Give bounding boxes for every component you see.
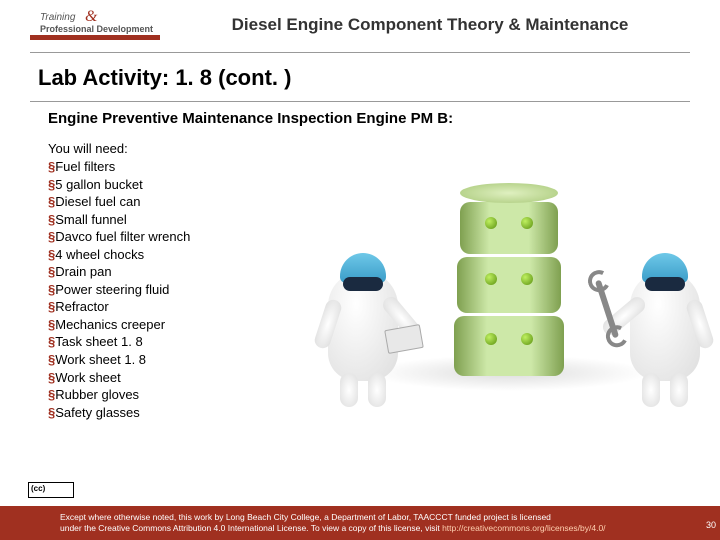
lights-row-1 bbox=[485, 333, 533, 345]
worker-right bbox=[630, 271, 700, 381]
license-link[interactable]: http://creativecommons.org/licenses/by/4… bbox=[442, 523, 605, 533]
list-item: Refractor bbox=[48, 298, 328, 316]
lights-row-3 bbox=[485, 217, 533, 229]
logo-line1: Training bbox=[40, 12, 75, 23]
logo-line2: Professional Development bbox=[40, 24, 153, 34]
cc-badge: (cc) bbox=[28, 482, 74, 498]
list-item: Drain pan bbox=[48, 263, 328, 281]
list-item: Mechanics creeper bbox=[48, 316, 328, 334]
list-item: Small funnel bbox=[48, 211, 328, 229]
need-label: You will need: bbox=[48, 141, 328, 156]
goggles-icon bbox=[645, 277, 685, 291]
list-item: Diesel fuel can bbox=[48, 193, 328, 211]
goggles-icon bbox=[343, 277, 383, 291]
materials-list: You will need: Fuel filters5 gallon buck… bbox=[48, 141, 328, 421]
footer: Except where otherwise noted, this work … bbox=[0, 506, 720, 540]
list-item: Work sheet bbox=[48, 369, 328, 387]
list-item: Power steering fluid bbox=[48, 281, 328, 299]
page-number: 30 bbox=[706, 520, 716, 532]
course-title: Diesel Engine Component Theory & Mainten… bbox=[170, 15, 690, 35]
worker-left bbox=[328, 271, 398, 381]
subtitle: Engine Preventive Maintenance Inspection… bbox=[0, 102, 720, 141]
footer-line2: under the Creative Commons Attribution 4… bbox=[60, 523, 690, 534]
content-area: You will need: Fuel filters5 gallon buck… bbox=[0, 141, 720, 421]
server-top bbox=[460, 183, 558, 203]
lights-row-2 bbox=[485, 273, 533, 285]
laptop-icon bbox=[384, 324, 424, 354]
header: Training & Professional Development Dies… bbox=[0, 0, 720, 48]
list-item: 5 gallon bucket bbox=[48, 176, 328, 194]
list-item: 4 wheel chocks bbox=[48, 246, 328, 264]
list-item: Work sheet 1. 8 bbox=[48, 351, 328, 369]
footer-line1: Except where otherwise noted, this work … bbox=[60, 512, 690, 523]
logo: Training & Professional Development bbox=[30, 10, 170, 40]
list-item: Fuel filters bbox=[48, 158, 328, 176]
list-item: Davco fuel filter wrench bbox=[48, 228, 328, 246]
lab-title: Lab Activity: 1. 8 (cont. ) bbox=[0, 53, 720, 101]
list-item: Task sheet 1. 8 bbox=[48, 333, 328, 351]
server-tier-1 bbox=[454, 316, 564, 376]
list-item: Rubber gloves bbox=[48, 386, 328, 404]
server-tier-2 bbox=[457, 257, 561, 313]
wrench-icon bbox=[595, 280, 619, 339]
logo-underline bbox=[30, 35, 160, 40]
illustration bbox=[328, 141, 690, 421]
list-item: Safety glasses bbox=[48, 404, 328, 422]
